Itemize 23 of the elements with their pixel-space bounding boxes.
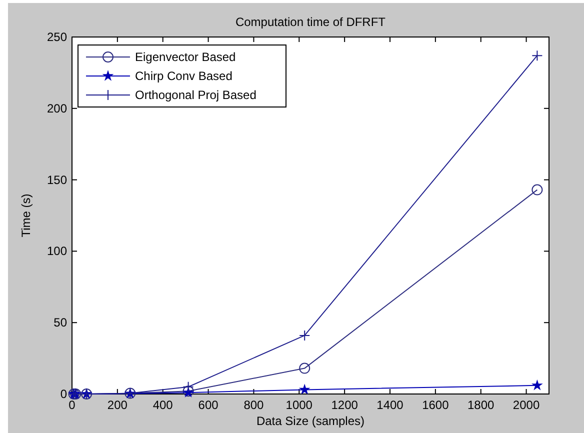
- y-tick-label: 250: [46, 30, 68, 44]
- x-tick-label: 1000: [286, 398, 313, 412]
- legend-label: Chirp Conv Based: [135, 69, 232, 83]
- y-tick-label: 150: [46, 172, 68, 187]
- x-tick-label: 400: [152, 398, 174, 412]
- legend-label: Eigenvector Based: [135, 50, 236, 64]
- y-tick-label: 0: [60, 387, 68, 401]
- x-tick-label: 2000: [512, 398, 540, 412]
- y-axis-title: Time (s): [19, 194, 33, 238]
- y-tick-label: 50: [54, 316, 68, 330]
- legend-label: Orthogonal Proj Based: [135, 88, 256, 102]
- x-tick-label: 1400: [376, 398, 404, 412]
- x-tick-label: 1800: [468, 398, 495, 412]
- y-tick-label: 200: [46, 101, 68, 116]
- x-tick-label: 1600: [422, 398, 450, 412]
- x-axis-title: Data Size (samples): [256, 414, 365, 428]
- x-tick-label: 0: [68, 398, 76, 412]
- x-tick-label: 600: [198, 398, 219, 412]
- x-tick-label: 200: [107, 398, 128, 412]
- x-tick-label: 1200: [331, 398, 358, 412]
- x-tick-label: 800: [244, 398, 264, 412]
- y-tick-label: 100: [46, 244, 68, 258]
- chart-title: Computation time of DFRFT: [235, 15, 386, 29]
